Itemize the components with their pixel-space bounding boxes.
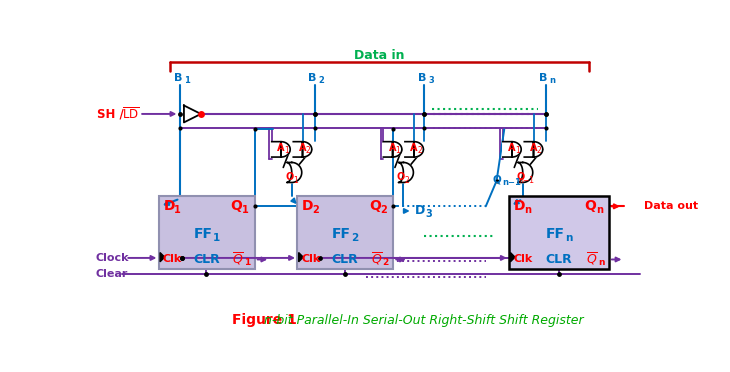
Text: 2: 2: [312, 205, 319, 215]
Text: 1: 1: [293, 176, 298, 185]
Text: n: n: [524, 205, 531, 215]
Polygon shape: [510, 253, 515, 262]
Text: 2: 2: [405, 176, 410, 185]
Text: 1: 1: [515, 147, 520, 155]
Text: 2: 2: [417, 147, 422, 155]
Text: Clk: Clk: [301, 254, 320, 264]
Text: 3: 3: [428, 76, 434, 85]
Text: CLR: CLR: [545, 253, 572, 266]
Polygon shape: [287, 163, 301, 183]
Text: n: n: [565, 233, 572, 243]
Text: n: n: [550, 76, 556, 85]
Text: $\overline{Q}$: $\overline{Q}$: [371, 250, 383, 267]
Text: 1: 1: [184, 76, 190, 85]
Text: 2: 2: [306, 147, 310, 155]
Text: A: A: [389, 143, 396, 153]
Text: Q: Q: [231, 199, 242, 213]
Text: 1: 1: [396, 147, 400, 155]
Text: 1: 1: [284, 147, 289, 155]
Text: 3: 3: [426, 209, 432, 219]
Text: n-bit Parallel-In Serial-Out Right-Shift Shift Register: n-bit Parallel-In Serial-Out Right-Shift…: [264, 314, 584, 327]
Text: A: A: [530, 143, 537, 153]
Text: FF: FF: [332, 227, 351, 241]
Text: $\overline{Q}$: $\overline{Q}$: [232, 250, 244, 267]
Text: D: D: [164, 199, 175, 213]
Text: CLR: CLR: [193, 253, 220, 266]
Text: Clock: Clock: [96, 253, 129, 263]
Polygon shape: [518, 163, 533, 183]
Polygon shape: [399, 163, 413, 183]
Polygon shape: [405, 142, 423, 157]
Text: Clk: Clk: [513, 254, 532, 264]
Text: D: D: [514, 199, 526, 213]
Text: 2: 2: [383, 258, 389, 267]
Text: D: D: [302, 199, 314, 213]
Text: A: A: [299, 143, 307, 153]
Text: $\overline{\mathrm{LD}}$: $\overline{\mathrm{LD}}$: [123, 106, 140, 122]
Text: n−1: n−1: [503, 178, 522, 187]
Text: B: B: [418, 73, 426, 83]
Text: Data in: Data in: [354, 49, 404, 62]
Polygon shape: [524, 142, 542, 157]
Text: O: O: [285, 172, 293, 182]
Text: D: D: [415, 205, 426, 218]
Text: Q: Q: [585, 199, 596, 213]
Text: 2: 2: [380, 205, 387, 215]
Text: SH /: SH /: [97, 108, 128, 121]
Polygon shape: [299, 253, 303, 262]
Text: B: B: [539, 73, 548, 83]
Text: n: n: [596, 205, 603, 215]
Text: A: A: [508, 143, 515, 153]
Text: Data out: Data out: [644, 201, 698, 211]
Text: n: n: [598, 258, 604, 267]
Text: 1: 1: [213, 233, 220, 243]
Bar: [297, 196, 393, 269]
Bar: [509, 196, 609, 269]
Text: FF: FF: [545, 227, 564, 241]
Text: 1: 1: [174, 205, 181, 215]
Text: O: O: [516, 172, 525, 182]
Text: FF: FF: [193, 227, 212, 241]
Text: O: O: [397, 172, 405, 182]
Polygon shape: [293, 142, 312, 157]
Text: $\overline{Q}$: $\overline{Q}$: [586, 250, 598, 267]
Text: 2: 2: [537, 147, 541, 155]
Text: n−1: n−1: [518, 176, 534, 185]
Text: Clk: Clk: [163, 254, 182, 264]
Text: Clear: Clear: [96, 269, 128, 279]
Text: 2: 2: [351, 233, 358, 243]
Text: A: A: [277, 143, 285, 153]
Text: A: A: [410, 143, 418, 153]
Text: B: B: [308, 73, 317, 83]
Text: Q: Q: [492, 174, 501, 185]
Text: CLR: CLR: [332, 253, 358, 266]
Bar: [158, 196, 255, 269]
Text: Figure 1: Figure 1: [231, 313, 296, 327]
Text: Q: Q: [369, 199, 381, 213]
Text: 2: 2: [319, 76, 325, 85]
Text: 1: 1: [244, 258, 250, 267]
Polygon shape: [184, 106, 201, 122]
Polygon shape: [160, 253, 165, 262]
Polygon shape: [383, 142, 402, 157]
Text: 1: 1: [242, 205, 248, 215]
Polygon shape: [272, 142, 291, 157]
Text: B: B: [174, 73, 182, 83]
Polygon shape: [503, 142, 521, 157]
